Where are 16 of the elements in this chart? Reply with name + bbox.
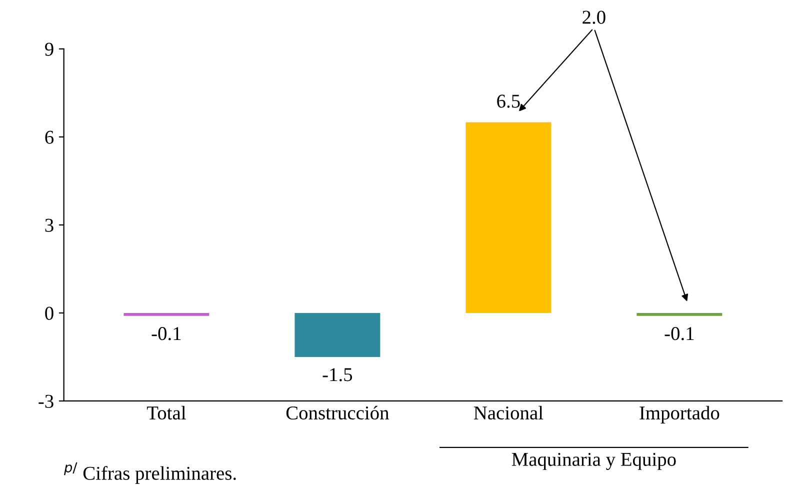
y-tick-label: 3 <box>45 218 54 232</box>
text: 2.0 <box>582 10 606 24</box>
x-tick-label: Total <box>146 406 186 420</box>
data-label: 6.5 <box>497 94 520 108</box>
data-label: -1.5 <box>322 368 352 382</box>
x-tick-label: Construcción <box>286 406 389 420</box>
text: Maquinaria y Equipo <box>512 452 676 470</box>
y-tick-label: 9 <box>45 42 54 56</box>
y-tick-label: 0 <box>45 306 54 320</box>
x-tick-label: Nacional <box>474 406 544 420</box>
y-tick-label: -3 <box>38 394 54 408</box>
data-label: -0.1 <box>664 327 694 340</box>
x-tick-label: Importado <box>640 406 720 424</box>
data-label: -0.1 <box>152 327 181 340</box>
y-tick-label: 6 <box>45 130 54 144</box>
text: $^{p/}$ Cifras preliminares. <box>64 462 236 484</box>
